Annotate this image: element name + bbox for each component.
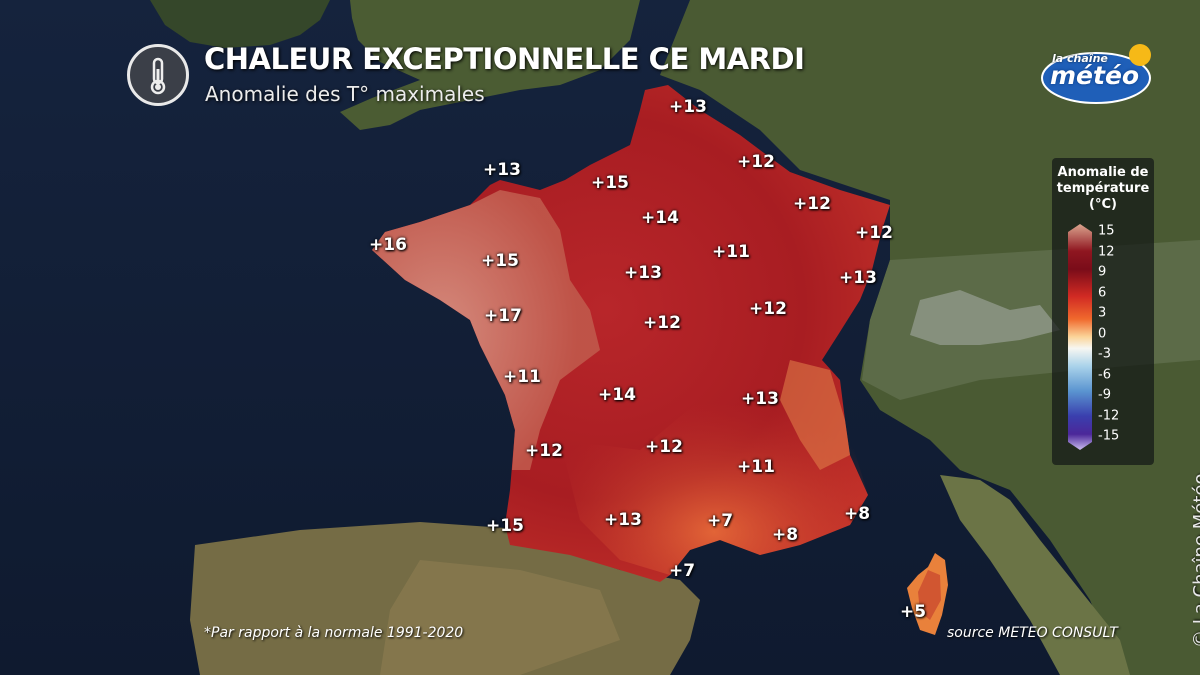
anomaly-value: +11 (503, 367, 541, 387)
legend-tick-label: 6 (1098, 285, 1107, 300)
legend-color-bar (1068, 224, 1092, 450)
logo-main-text: météo (1050, 61, 1140, 90)
anomaly-value: +12 (793, 194, 831, 214)
anomaly-value: +14 (598, 385, 636, 405)
anomaly-value: +11 (737, 457, 775, 477)
legend-tick-label: -9 (1098, 387, 1111, 403)
legend-tick-label: -15 (1098, 428, 1120, 444)
anomaly-value: +12 (737, 152, 775, 172)
anomaly-value: +13 (624, 263, 662, 283)
anomaly-value: +13 (604, 510, 642, 530)
anomaly-value: +7 (668, 561, 696, 581)
legend-title: Anomalie de température (°C) (1052, 165, 1154, 213)
anomaly-value: +15 (486, 516, 524, 536)
anomaly-value: +16 (369, 235, 407, 255)
legend-tick-label: 12 (1098, 244, 1115, 259)
legend-tick-label: -12 (1098, 408, 1120, 423)
page-subtitle: Anomalie des T° maximales (205, 82, 485, 106)
page-title: CHALEUR EXCEPTIONNELLE CE MARDI (204, 42, 805, 76)
anomaly-value: +8 (771, 525, 799, 545)
anomaly-value: +15 (591, 173, 629, 193)
legend-title-line: température (1056, 181, 1150, 196)
anomaly-value: +17 (484, 306, 522, 326)
legend-tick-label: 9 (1098, 264, 1107, 280)
anomaly-value: +7 (706, 511, 734, 531)
la-chaine-meteo-logo (1041, 44, 1151, 104)
anomaly-value: +12 (525, 441, 563, 461)
anomaly-value: +5 (899, 602, 927, 622)
legend-tick-label: 3 (1098, 305, 1107, 321)
legend-tick-label: 15 (1098, 223, 1115, 239)
legend-tick-label: 0 (1098, 326, 1107, 341)
anomaly-value: +8 (843, 504, 871, 524)
footnote: *Par rapport à la normale 1991-2020 (204, 625, 464, 641)
anomaly-value: +12 (645, 437, 683, 457)
anomaly-value: +13 (741, 389, 779, 409)
anomaly-value: +12 (749, 299, 787, 319)
anomaly-value: +12 (855, 223, 893, 243)
anomaly-value: +13 (839, 268, 877, 288)
anomaly-value: +13 (483, 160, 521, 180)
legend-title-line: Anomalie de (1057, 165, 1149, 180)
thermometer-icon (127, 44, 189, 106)
legend-title-line: (°C) (1089, 197, 1117, 212)
copyright: © La Chaîne Météo (1190, 473, 1200, 648)
anomaly-value: +15 (481, 251, 519, 271)
anomaly-value: +11 (712, 242, 750, 262)
legend-tick-label: -6 (1098, 367, 1111, 382)
logo-top-text: la chaîne (1052, 52, 1108, 65)
anomaly-value: +14 (641, 208, 679, 228)
source-credit: source METEO CONSULT (947, 625, 1118, 641)
anomaly-value: +12 (643, 313, 681, 333)
legend-tick-label: -3 (1098, 346, 1111, 362)
anomaly-value: +13 (669, 97, 707, 117)
